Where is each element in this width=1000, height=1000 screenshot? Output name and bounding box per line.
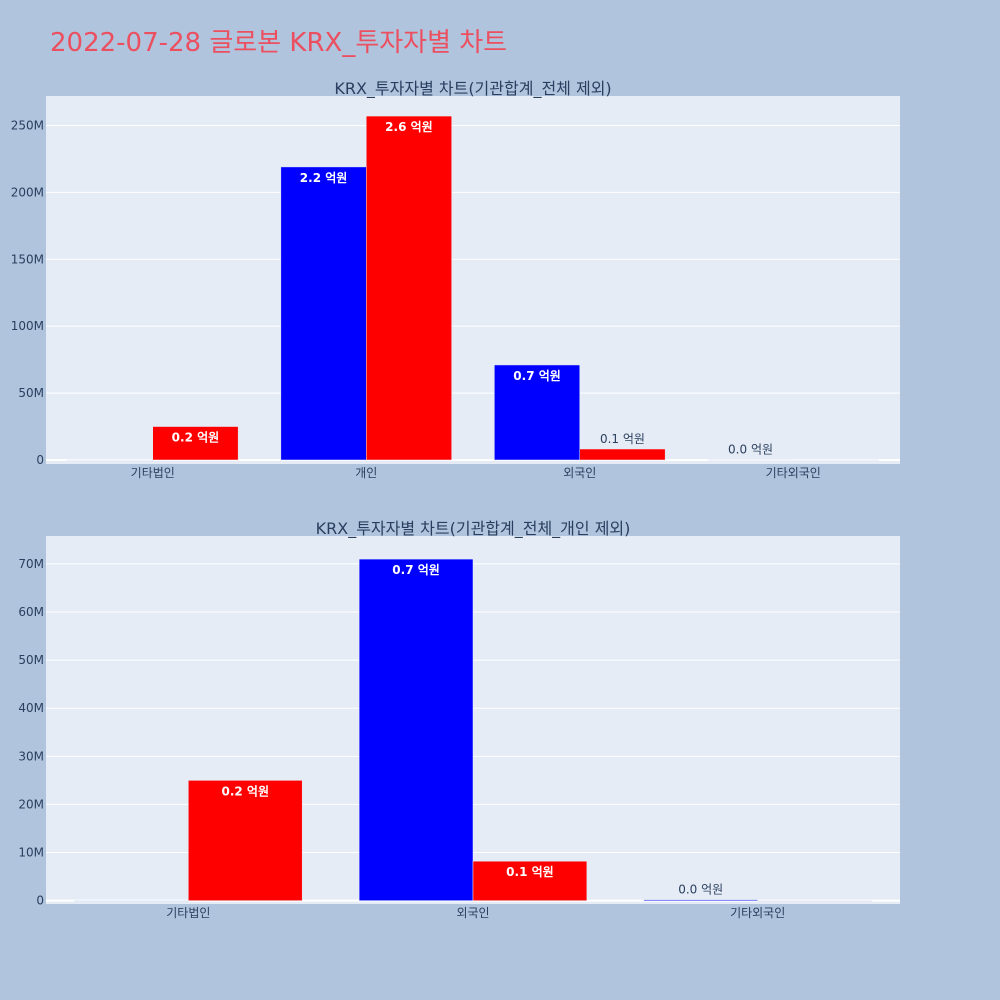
bar — [579, 448, 666, 461]
x-tick-label: 개인 — [355, 466, 377, 480]
bar — [188, 780, 303, 901]
bar — [280, 166, 367, 461]
bar-value-label: 0.7 억원 — [513, 369, 561, 383]
y-tick-label: 30M — [18, 749, 44, 763]
y-tick-label: 50M — [18, 386, 44, 400]
bar-value-label: 2.6 억원 — [385, 120, 433, 134]
y-tick-label: 250M — [11, 118, 44, 132]
bar — [67, 459, 153, 461]
x-tick-label: 기타법인 — [166, 906, 210, 920]
bar-value-label: 2.2 억원 — [300, 171, 348, 185]
bar-value-label: 0.7 억원 — [392, 563, 440, 577]
bar — [358, 558, 474, 901]
y-tick-label: 200M — [11, 185, 44, 199]
y-tick-label: 70M — [18, 557, 44, 571]
bar — [152, 426, 239, 461]
chart-title: KRX_투자자별 차트(기관합계_전체_개인 제외) — [316, 519, 631, 539]
x-tick-label: 기타법인 — [131, 466, 175, 480]
page-title: 2022-07-28 글로본 KRX_투자자별 차트 — [50, 28, 508, 58]
chart-2: KRX_투자자별 차트(기관합계_전체_개인 제외) 0 10M 20M 30M 40M 5… — [18, 519, 900, 920]
bar-value-label: 0.2 억원 — [172, 431, 220, 445]
plot-area — [46, 96, 900, 464]
y-tick-label: 60M — [18, 605, 44, 619]
bar — [366, 115, 452, 461]
bar-value-label: 0.1 억원 — [506, 865, 554, 879]
y-tick-label: 20M — [18, 797, 44, 811]
y-tick-label: 0 — [36, 453, 44, 467]
bar — [494, 364, 581, 461]
bar — [643, 899, 758, 901]
y-tick-label: 40M — [18, 701, 44, 715]
bar — [472, 860, 588, 901]
bar-value-label: 0.1 억원 — [600, 432, 645, 446]
x-tick-label: 외국인 — [563, 466, 596, 480]
bar-value-label: 0.2 억원 — [222, 784, 270, 798]
bar — [74, 900, 189, 902]
x-tick-label: 기타외국인 — [730, 906, 785, 920]
bar — [707, 459, 794, 461]
chart-title: KRX_투자자별 차트(기관합계_전체 제외) — [334, 79, 611, 99]
bar — [793, 459, 879, 461]
bar-value-label: 0.0 억원 — [678, 883, 723, 897]
y-tick-label: 10M — [18, 846, 44, 860]
y-tick-label: 50M — [18, 653, 44, 667]
x-tick-label: 기타외국인 — [766, 466, 821, 480]
y-tick-label: 100M — [11, 319, 44, 333]
y-tick-label: 150M — [11, 252, 44, 266]
bar-value-label: 0.0 억원 — [728, 443, 773, 457]
chart-1: KRX_투자자별 차트(기관합계_전체 제외) 0 50M 100M 150M 200M 2… — [11, 79, 900, 480]
x-tick-label: 외국인 — [456, 906, 489, 920]
bar — [757, 900, 872, 902]
y-tick-label: 0 — [36, 894, 44, 908]
